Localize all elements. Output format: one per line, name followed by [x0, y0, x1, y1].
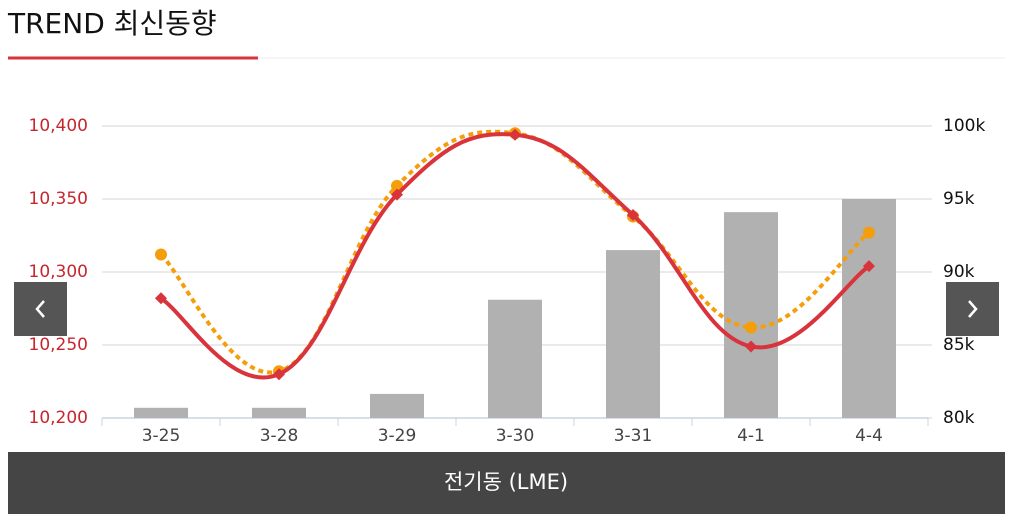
point — [627, 209, 639, 222]
point — [155, 292, 167, 305]
y-tick-label: 10,250 — [29, 335, 88, 355]
bar — [370, 393, 424, 418]
prev-icon — [35, 300, 45, 318]
point — [155, 248, 167, 261]
prev-button[interactable] — [14, 282, 67, 336]
y2-tick-label: 100k — [943, 116, 985, 136]
footer-label: 전기동 (LME) — [444, 470, 568, 494]
x-tick-label: 4-4 — [855, 426, 883, 446]
point — [745, 340, 757, 353]
x-tick-label: 4-1 — [737, 426, 765, 446]
y2-tick-label: 95k — [943, 189, 975, 209]
bar — [134, 407, 188, 418]
point — [745, 321, 757, 334]
footer-bar — [8, 452, 1005, 514]
point — [509, 128, 521, 141]
y-tick-label: 10,300 — [29, 262, 88, 282]
y2-tick-label: 80k — [943, 408, 975, 428]
bar — [488, 299, 542, 418]
chart-title: TREND 최신동향 — [7, 7, 217, 40]
y2-tick-label: 85k — [943, 335, 975, 355]
x-tick-label: 3-31 — [614, 426, 653, 446]
next-icon — [968, 300, 978, 318]
point — [863, 226, 875, 239]
y-tick-label: 10,200 — [29, 408, 88, 428]
y-tick-label: 10,350 — [29, 189, 88, 209]
y2-tick-label: 90k — [943, 262, 975, 282]
x-tick-label: 3-29 — [378, 426, 417, 446]
point — [391, 188, 403, 201]
plot-area: 10,200 10,250 10,300 10,350 10,400 80k 85k 90k 9… — [29, 116, 986, 446]
bar — [724, 212, 778, 418]
bar — [606, 250, 660, 418]
y-tick-label: 10,400 — [29, 116, 88, 136]
next-button[interactable] — [946, 282, 999, 336]
x-tick-label: 3-28 — [260, 426, 299, 446]
x-tick-label: 3-30 — [496, 426, 535, 446]
point — [273, 368, 285, 381]
x-tick-label: 3-25 — [142, 426, 181, 446]
point — [863, 260, 875, 273]
bar — [252, 407, 306, 418]
